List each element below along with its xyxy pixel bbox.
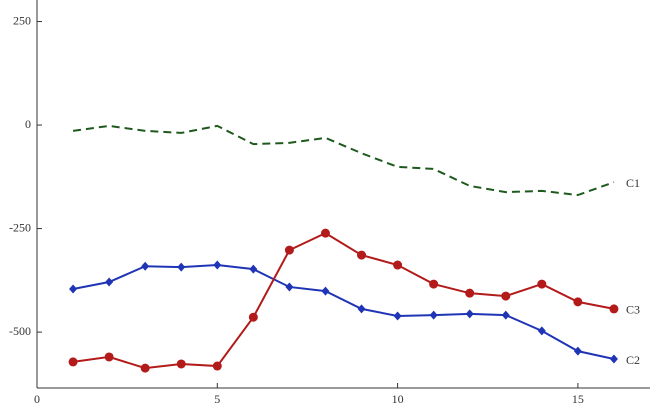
series-label: C3 <box>626 303 640 317</box>
point <box>393 311 402 321</box>
point <box>609 304 619 314</box>
point <box>177 262 186 272</box>
x-tick-label: 10 <box>392 392 404 406</box>
point <box>105 277 114 287</box>
point <box>284 245 294 255</box>
point <box>141 261 150 271</box>
point <box>69 284 78 294</box>
point <box>320 228 330 238</box>
point <box>321 286 330 296</box>
point <box>501 310 510 320</box>
point <box>573 297 583 307</box>
y-tick-label: 0 <box>25 117 31 131</box>
point <box>140 363 150 373</box>
point <box>285 282 294 292</box>
point <box>104 352 114 362</box>
point <box>357 304 366 314</box>
point <box>248 312 258 322</box>
point <box>465 309 474 319</box>
point <box>429 279 439 289</box>
point <box>537 279 547 289</box>
point <box>249 264 258 274</box>
series-line <box>72 264 615 360</box>
point <box>213 260 222 270</box>
point <box>212 361 222 371</box>
y-tick-label: -500 <box>9 324 31 338</box>
x-tick-label: 5 <box>214 392 220 406</box>
point <box>609 354 618 364</box>
point <box>465 288 475 298</box>
point <box>393 260 403 270</box>
point <box>537 326 546 336</box>
series-line <box>72 231 615 370</box>
point <box>176 359 186 369</box>
x-tick-label: 0 <box>34 392 40 406</box>
series-label: C1 <box>626 176 640 190</box>
series-label: C2 <box>626 353 640 367</box>
point <box>573 346 582 356</box>
y-tick-label: -250 <box>9 220 31 234</box>
point <box>357 250 367 260</box>
x-tick-label: 15 <box>572 392 584 406</box>
point <box>429 310 438 320</box>
series-line <box>72 124 615 197</box>
point <box>501 291 511 301</box>
point <box>68 357 78 367</box>
y-tick-label: 250 <box>13 13 31 27</box>
